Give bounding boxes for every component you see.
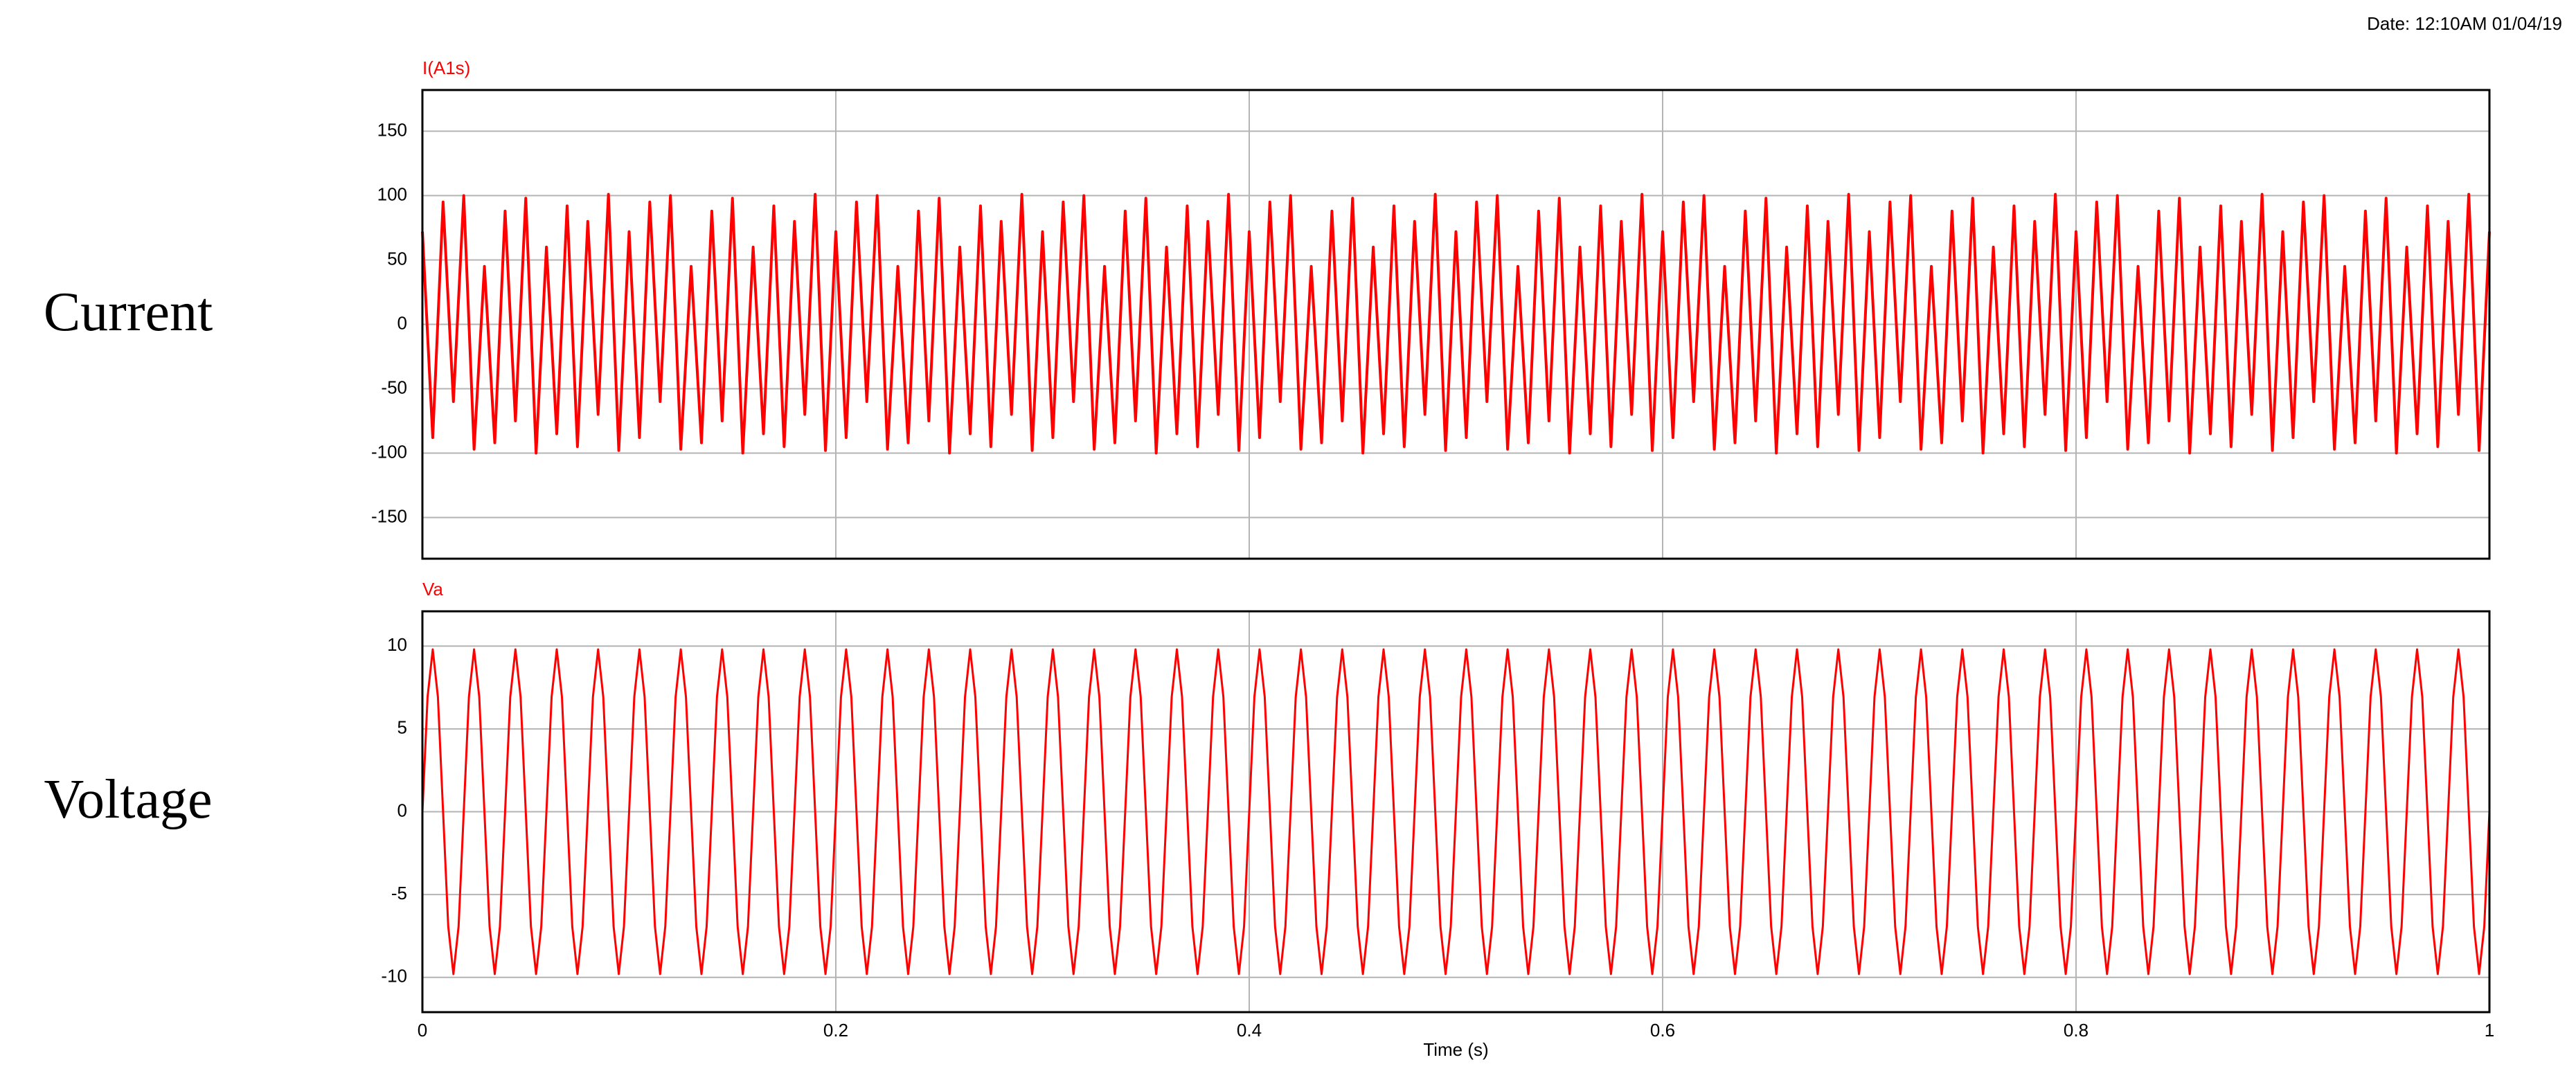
x-axis-label: Time (s) [1423, 1039, 1488, 1060]
y-tick-label: -100 [371, 441, 407, 462]
trace-label: Va [422, 579, 443, 600]
y-tick-label: 150 [377, 119, 407, 140]
x-tick-label: 1 [2485, 1020, 2494, 1041]
plot-frame [421, 610, 2491, 1014]
plot-frame [421, 89, 2491, 560]
y-tick-label: 100 [377, 183, 407, 204]
trace-label: I(A1s) [422, 57, 470, 78]
x-tick-label: 0.2 [823, 1020, 848, 1041]
date-stamp: Date: 12:10AM 01/04/19 [2367, 13, 2562, 34]
y-tick-label: 0 [397, 800, 407, 820]
waveform [421, 192, 2491, 455]
y-tick-label: -5 [391, 883, 407, 903]
x-tick-label: 0.6 [1650, 1020, 1675, 1041]
y-tick-label: 0 [397, 312, 407, 333]
y-tick-label: -50 [381, 377, 407, 397]
x-tick-label: 0.4 [1237, 1020, 1262, 1041]
x-tick-label: 0.8 [2064, 1020, 2088, 1041]
side-label: Voltage [44, 769, 213, 830]
x-tick-label: 0 [418, 1020, 427, 1041]
waveform [421, 648, 2491, 975]
y-tick-label: 5 [397, 717, 407, 738]
y-tick-label: -10 [381, 966, 407, 987]
y-tick-label: 10 [387, 634, 407, 655]
y-tick-label: -150 [371, 505, 407, 526]
y-tick-label: 50 [387, 248, 407, 269]
side-label: Current [44, 282, 213, 343]
